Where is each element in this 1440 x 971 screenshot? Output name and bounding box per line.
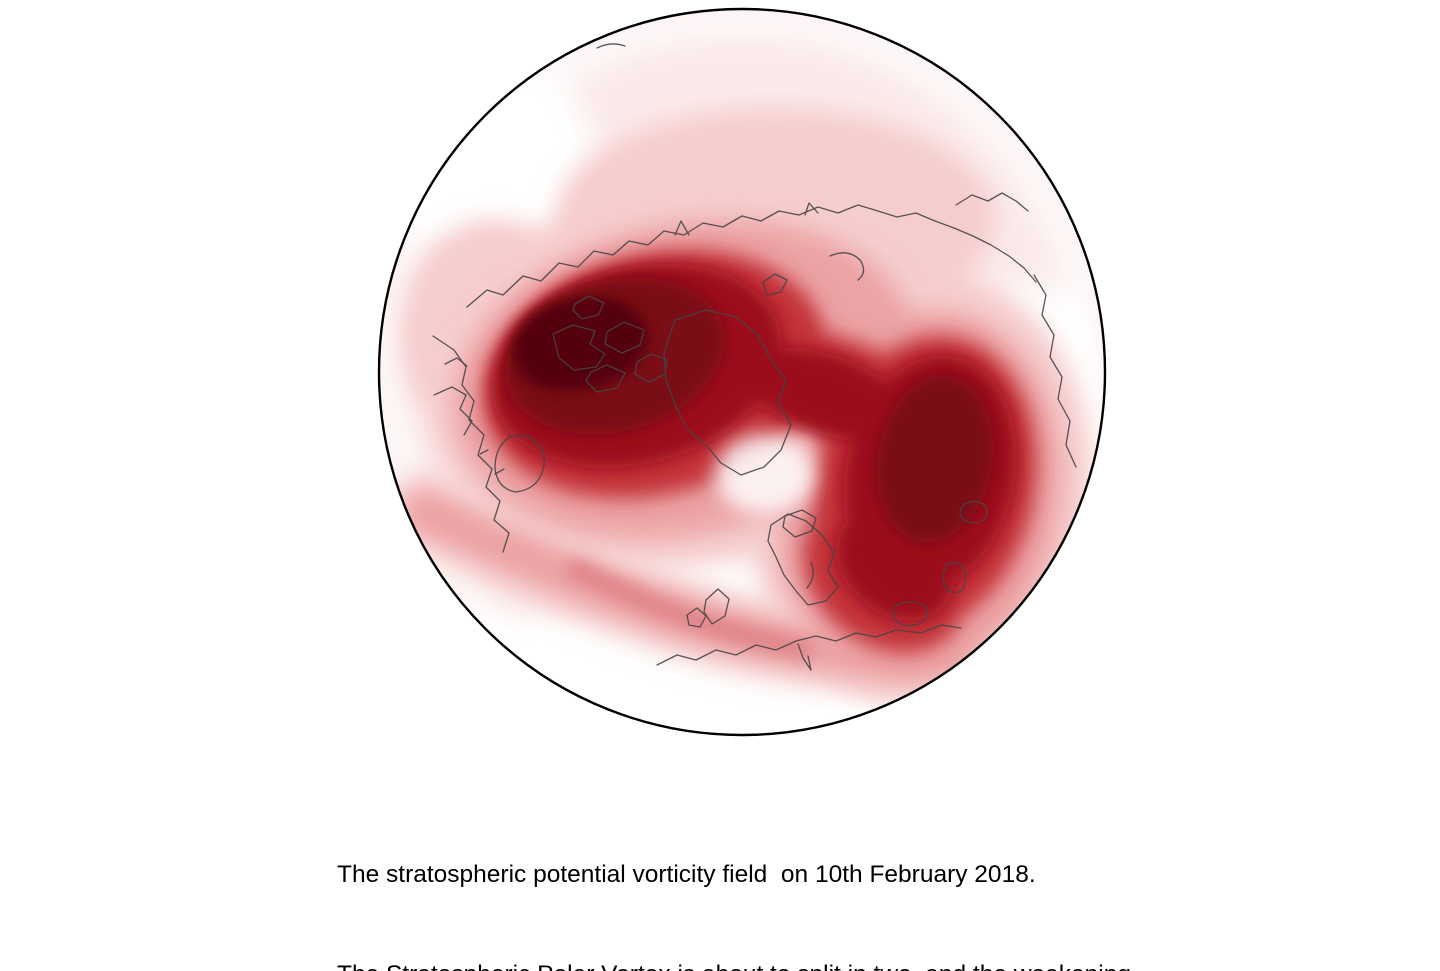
coast-baltic [806,561,814,589]
vorticity-map-svg [377,7,1107,737]
coast-europe-mediterranean [656,624,962,666]
coast-peninsula-2 [804,202,819,216]
coast-black-sea [892,601,929,627]
pv-split-gap [715,434,815,514]
coast-scandinavia [767,513,839,606]
pv-band-core [566,560,814,658]
coast-svalbard [762,273,788,296]
coast-aral [959,500,988,524]
coast-north-america [432,335,510,553]
figure-caption: The stratospheric potential vorticity fi… [337,791,1257,971]
coast-canadian-island-3 [585,364,626,393]
coast-caspian-sea [942,562,967,593]
coast-bering-island-1 [479,449,489,455]
coast-novaya-zemlya [829,252,865,281]
coast-italy [797,643,812,671]
caption-line-1: The stratospheric potential vorticity fi… [337,860,1036,888]
coast-peninsula-1 [674,220,690,236]
coast-top-dash [596,43,626,49]
coast-bering-island-2 [494,468,505,475]
globe-outline [377,7,1107,737]
coast-siberian-arctic [466,204,1037,308]
coast-hudson-bay [494,435,545,493]
caption-line-2: The Stratospheric Polar Vortex is about … [337,958,1257,971]
coast-east-asia [1033,274,1077,468]
coast-alaska [433,386,473,436]
coast-canadian-island-1 [552,324,606,371]
coast-greenland [663,309,792,476]
polar-vorticity-map [375,4,1110,739]
coast-canadian-island-2 [604,321,645,354]
coast-britain [703,588,730,625]
coastlines [432,43,1077,671]
coast-ireland [686,607,707,628]
coast-alaska-2 [444,357,468,367]
coast-canadian-island-5 [572,295,605,320]
coast-kara-islands [955,192,1029,212]
coast-iceland [782,509,817,538]
